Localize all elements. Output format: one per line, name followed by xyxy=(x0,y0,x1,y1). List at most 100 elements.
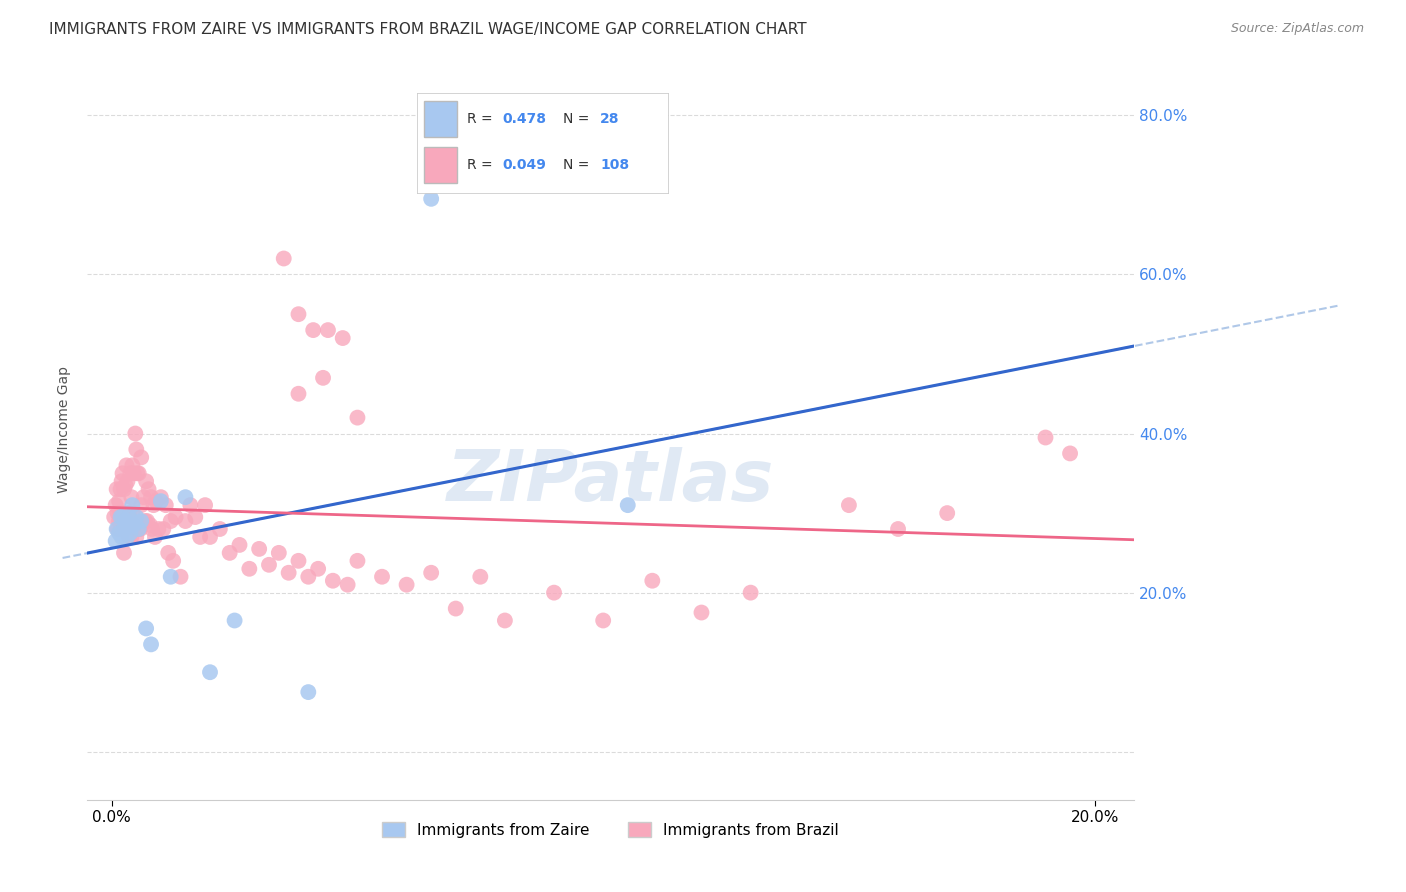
Point xyxy=(332,331,354,345)
Point xyxy=(690,606,713,620)
Point xyxy=(111,467,134,481)
Point xyxy=(592,614,614,628)
Point xyxy=(346,554,368,568)
Point xyxy=(184,510,207,524)
Point xyxy=(110,522,132,536)
Point xyxy=(228,538,250,552)
Point xyxy=(128,467,150,481)
Point xyxy=(110,506,132,520)
Point xyxy=(139,490,162,504)
Point xyxy=(112,546,135,560)
Point xyxy=(838,498,860,512)
Point xyxy=(104,498,127,512)
Point xyxy=(257,558,280,572)
Point xyxy=(152,522,174,536)
Point xyxy=(145,494,167,508)
Point xyxy=(135,475,157,489)
Point xyxy=(118,510,141,524)
Point xyxy=(124,522,146,536)
Point xyxy=(641,574,664,588)
Point xyxy=(110,530,132,544)
Point xyxy=(117,518,139,533)
Point xyxy=(114,478,136,492)
Point xyxy=(112,482,135,496)
Point xyxy=(165,510,187,524)
Point xyxy=(110,510,132,524)
Text: Source: ZipAtlas.com: Source: ZipAtlas.com xyxy=(1230,22,1364,36)
Point xyxy=(174,490,197,504)
Point xyxy=(287,307,309,321)
Point xyxy=(108,526,131,541)
Point xyxy=(224,614,246,628)
Point xyxy=(139,637,162,651)
Point xyxy=(155,498,177,512)
Point xyxy=(120,490,142,504)
Point xyxy=(127,467,149,481)
Point xyxy=(115,532,138,546)
Point xyxy=(118,530,141,544)
Point xyxy=(322,574,344,588)
Point xyxy=(108,494,131,508)
Point xyxy=(125,510,148,524)
Point xyxy=(110,475,132,489)
Text: IMMIGRANTS FROM ZAIRE VS IMMIGRANTS FROM BRAZIL WAGE/INCOME GAP CORRELATION CHAR: IMMIGRANTS FROM ZAIRE VS IMMIGRANTS FROM… xyxy=(49,22,807,37)
Point xyxy=(135,622,157,636)
Point xyxy=(543,585,565,599)
Y-axis label: Wage/Income Gap: Wage/Income Gap xyxy=(58,366,72,493)
Point xyxy=(103,510,125,524)
Point xyxy=(208,522,231,536)
Point xyxy=(179,498,201,512)
Point xyxy=(110,482,132,496)
Point xyxy=(142,498,165,512)
Point xyxy=(111,522,134,536)
Point xyxy=(120,514,142,528)
Point xyxy=(297,570,319,584)
Point xyxy=(198,530,221,544)
Point xyxy=(105,522,128,536)
Point xyxy=(141,522,163,536)
Point xyxy=(218,546,240,560)
Point xyxy=(307,562,329,576)
Point xyxy=(494,614,516,628)
Point xyxy=(114,514,136,528)
Point xyxy=(105,482,128,496)
Point xyxy=(395,577,418,591)
Point xyxy=(287,386,309,401)
Point xyxy=(108,514,131,528)
Point xyxy=(122,522,145,536)
Point xyxy=(887,522,910,536)
Point xyxy=(111,510,134,524)
Point xyxy=(267,546,290,560)
Point xyxy=(188,530,211,544)
Point xyxy=(198,665,221,680)
Point xyxy=(125,530,148,544)
Point xyxy=(174,514,197,528)
Point xyxy=(297,685,319,699)
Point xyxy=(149,490,172,504)
Point xyxy=(120,530,142,544)
Point xyxy=(1035,430,1057,444)
Point xyxy=(138,482,160,496)
Point xyxy=(129,514,152,528)
Point xyxy=(238,562,260,576)
Point xyxy=(139,518,162,533)
Point xyxy=(124,426,146,441)
Point xyxy=(115,510,138,524)
Point xyxy=(120,526,142,541)
Point xyxy=(134,514,156,528)
Point xyxy=(247,541,270,556)
Point xyxy=(159,570,181,584)
Point xyxy=(121,506,143,520)
Point xyxy=(143,530,166,544)
Point xyxy=(169,570,191,584)
Point xyxy=(346,410,368,425)
Point xyxy=(125,442,148,457)
Point xyxy=(740,585,762,599)
Point xyxy=(312,371,335,385)
Point xyxy=(110,522,132,536)
Point xyxy=(157,546,180,560)
Point xyxy=(117,518,139,533)
Point xyxy=(371,570,394,584)
Point xyxy=(117,475,139,489)
Point xyxy=(148,522,170,536)
